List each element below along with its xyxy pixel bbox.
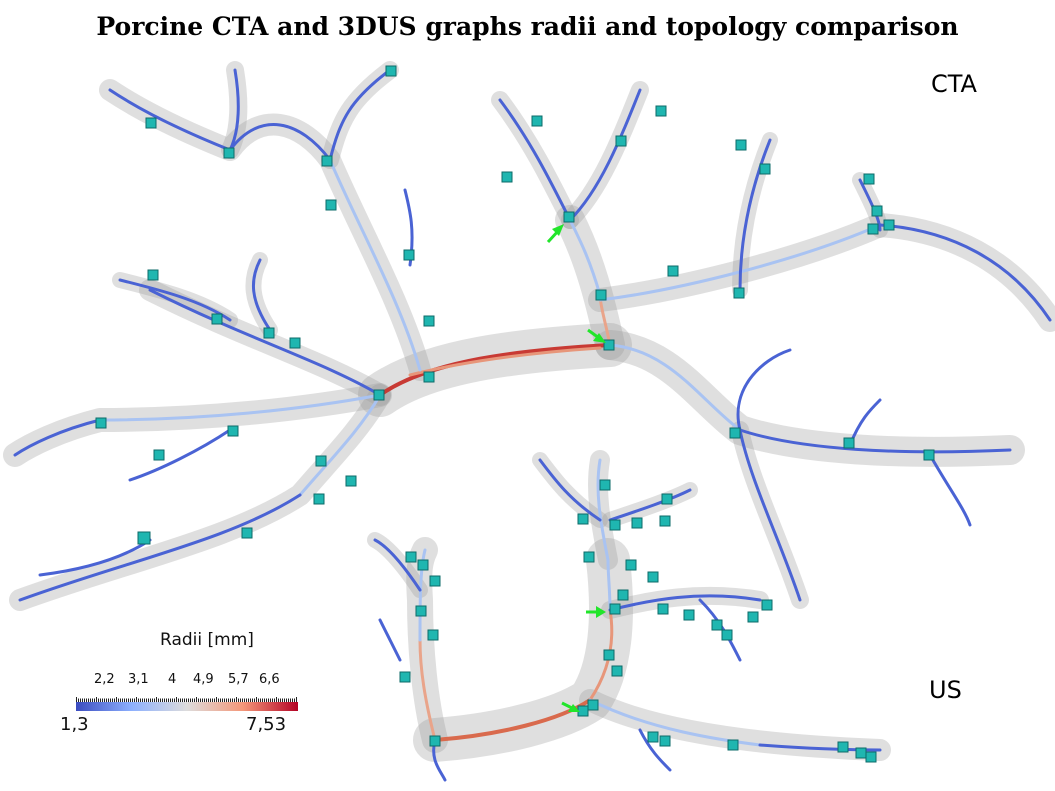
junction-node [759, 163, 771, 175]
green-arrow-icon [587, 328, 606, 343]
junction-node [761, 599, 773, 611]
junction-node [289, 337, 301, 349]
junction-node [603, 339, 615, 351]
junction-node [531, 115, 543, 127]
junction-node [883, 219, 895, 231]
legend-tick: 4,9 [193, 672, 214, 687]
junction-node [661, 493, 673, 505]
junction-node [667, 265, 679, 277]
legend-color-bar [76, 697, 298, 711]
junction-node [871, 205, 883, 217]
legend-tick: 6,6 [259, 672, 280, 687]
junction-node [611, 665, 623, 677]
junction-node [603, 649, 615, 661]
junction-node [415, 605, 427, 617]
green-arrow-icon [586, 606, 606, 618]
legend-max-value: 7,53 [246, 714, 287, 735]
junction-node [241, 527, 253, 539]
us-junctions [399, 479, 877, 763]
junction-node [373, 389, 385, 401]
junction-node [599, 479, 611, 491]
junction-node [563, 211, 575, 223]
junction-node [655, 105, 667, 117]
junction-node [865, 751, 877, 763]
junction-node [733, 287, 745, 299]
cta-junctions [95, 65, 935, 545]
junction-node [711, 619, 723, 631]
legend-tick-labels: 2,2 3,1 4 4,9 5,7 6,6 [76, 672, 306, 690]
legend-tick: 3,1 [128, 672, 149, 687]
junction-node [587, 699, 599, 711]
junction-node [735, 139, 747, 151]
junction-node [227, 425, 239, 437]
green-arrow-icon [546, 224, 564, 244]
junction-node [595, 289, 607, 301]
junction-node [345, 475, 357, 487]
junction-node [137, 531, 151, 545]
cta-vessel-tree [3, 61, 1055, 611]
correspondence-markers [546, 224, 606, 712]
junction-node [867, 223, 879, 235]
junction-node [153, 449, 165, 461]
legend-tick: 5,7 [228, 672, 249, 687]
junction-node [729, 427, 741, 439]
junction-node [405, 551, 417, 563]
junction-node [429, 735, 441, 747]
junction-node [223, 147, 235, 159]
junction-node [615, 135, 627, 147]
junction-node [385, 65, 397, 77]
junction-node [577, 705, 589, 717]
junction-node [399, 671, 411, 683]
junction-node [659, 515, 671, 527]
junction-node [747, 611, 759, 623]
junction-node [417, 559, 429, 571]
junction-node [321, 155, 333, 167]
junction-node [325, 199, 337, 211]
junction-node [315, 455, 327, 467]
green-arrow-icon [561, 701, 580, 712]
cta-centerlines [13, 68, 1052, 602]
junction-node [647, 571, 659, 583]
legend-tick: 2,2 [94, 672, 115, 687]
junction-node [647, 731, 659, 743]
junction-node [609, 519, 621, 531]
legend-min-value: 1,3 [60, 714, 89, 735]
legend-tick: 4 [168, 672, 177, 687]
junction-node [263, 327, 275, 339]
junction-node [429, 575, 441, 587]
junction-node [609, 603, 621, 615]
junction-node [727, 739, 739, 751]
junction-node [423, 315, 435, 327]
junction-node [423, 371, 435, 383]
junction-node [721, 629, 733, 641]
junction-node [577, 513, 589, 525]
cta-panel-label: CTA [931, 70, 977, 98]
junction-node [837, 741, 849, 753]
junction-node [625, 559, 637, 571]
figure-title: Porcine CTA and 3DUS graphs radii and to… [96, 12, 959, 41]
junction-node [617, 589, 629, 601]
junction-node [659, 735, 671, 747]
junction-node [683, 609, 695, 621]
junction-node [95, 417, 107, 429]
junction-node [313, 493, 325, 505]
junction-node [501, 171, 513, 183]
legend-title: Radii [mm] [160, 630, 254, 650]
junction-node [427, 629, 439, 641]
junction-node [843, 437, 855, 449]
junction-node [145, 117, 157, 129]
junction-node [631, 517, 643, 529]
junction-node [863, 173, 875, 185]
junction-node [211, 313, 223, 325]
us-vessel-tree [367, 450, 891, 782]
radii-colorbar-legend: Radii [mm] 2,2 3,1 4 4,9 5,7 6,6 1,3 7,5… [60, 630, 320, 740]
us-panel-label: US [929, 676, 962, 704]
junction-node [147, 269, 159, 281]
junction-node [403, 249, 415, 261]
junction-node [583, 551, 595, 563]
junction-node [657, 603, 669, 615]
junction-node [855, 747, 867, 759]
junction-node [923, 449, 935, 461]
